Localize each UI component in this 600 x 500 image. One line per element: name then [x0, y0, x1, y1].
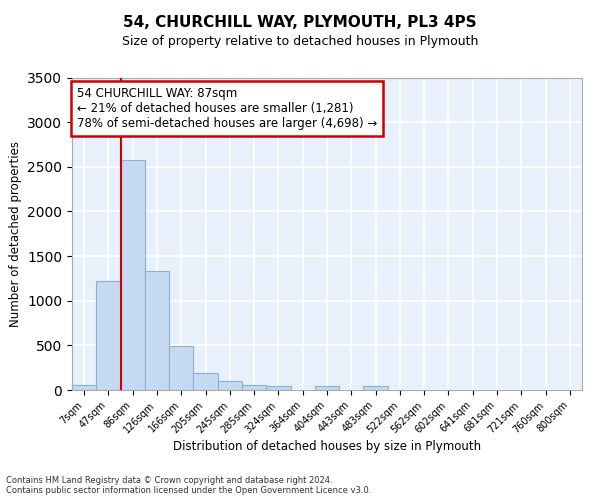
Bar — [121, 160, 145, 390]
Bar — [145, 271, 169, 390]
Text: Size of property relative to detached houses in Plymouth: Size of property relative to detached ho… — [122, 35, 478, 48]
Text: 54, CHURCHILL WAY, PLYMOUTH, PL3 4PS: 54, CHURCHILL WAY, PLYMOUTH, PL3 4PS — [123, 15, 477, 30]
Bar — [364, 386, 388, 390]
Text: Contains HM Land Registry data © Crown copyright and database right 2024.
Contai: Contains HM Land Registry data © Crown c… — [6, 476, 371, 495]
Bar — [193, 372, 218, 390]
Bar — [169, 346, 193, 390]
Text: 54 CHURCHILL WAY: 87sqm
← 21% of detached houses are smaller (1,281)
78% of semi: 54 CHURCHILL WAY: 87sqm ← 21% of detache… — [77, 87, 377, 130]
Bar — [72, 385, 96, 390]
Bar — [315, 386, 339, 390]
Bar — [96, 281, 121, 390]
Bar — [242, 385, 266, 390]
X-axis label: Distribution of detached houses by size in Plymouth: Distribution of detached houses by size … — [173, 440, 481, 454]
Bar — [218, 380, 242, 390]
Y-axis label: Number of detached properties: Number of detached properties — [8, 141, 22, 327]
Bar — [266, 386, 290, 390]
